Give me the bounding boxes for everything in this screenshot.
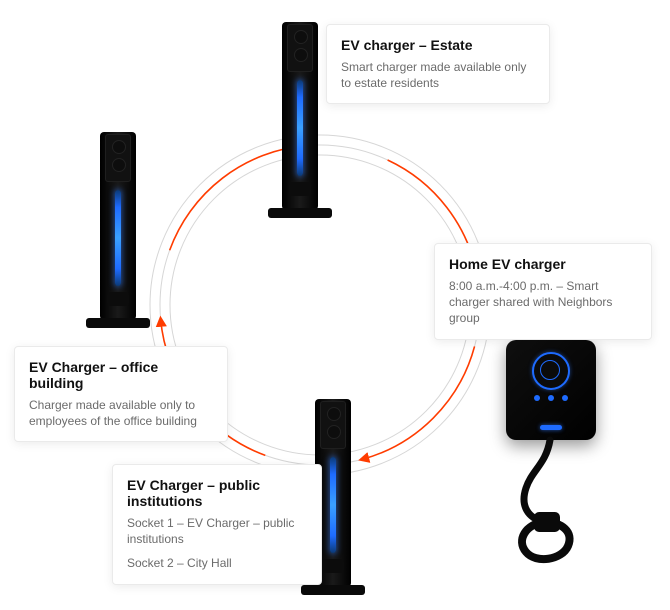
callout-title: EV charger – Estate (341, 37, 535, 53)
callout-desc: Charger made available only to employees… (29, 397, 213, 429)
callout-home: Home EV charger 8:00 a.m.-4:00 p.m. – Sm… (434, 243, 652, 340)
callout-desc-2: Socket 2 – City Hall (127, 555, 307, 571)
charger-tower-office (95, 128, 141, 328)
callout-desc: Smart charger made available only to est… (341, 59, 535, 91)
callout-title: EV Charger – office building (29, 359, 213, 391)
home-wall-charger (498, 340, 608, 560)
diagram-stage: EV charger – Estate Smart charger made a… (0, 0, 670, 610)
charger-cable-icon (492, 434, 622, 564)
callout-office: EV Charger – office building Charger mad… (14, 346, 228, 442)
charger-tower-estate (277, 18, 323, 218)
callout-desc: Socket 1 – EV Charger – public instituti… (127, 515, 307, 547)
callout-estate: EV charger – Estate Smart charger made a… (326, 24, 550, 104)
gauge-icon (532, 352, 570, 390)
callout-title: Home EV charger (449, 256, 637, 272)
callout-title: EV Charger – public institutions (127, 477, 307, 509)
callout-public: EV Charger – public institutions Socket … (112, 464, 322, 585)
callout-desc: 8:00 a.m.-4:00 p.m. – Smart charger shar… (449, 278, 637, 327)
